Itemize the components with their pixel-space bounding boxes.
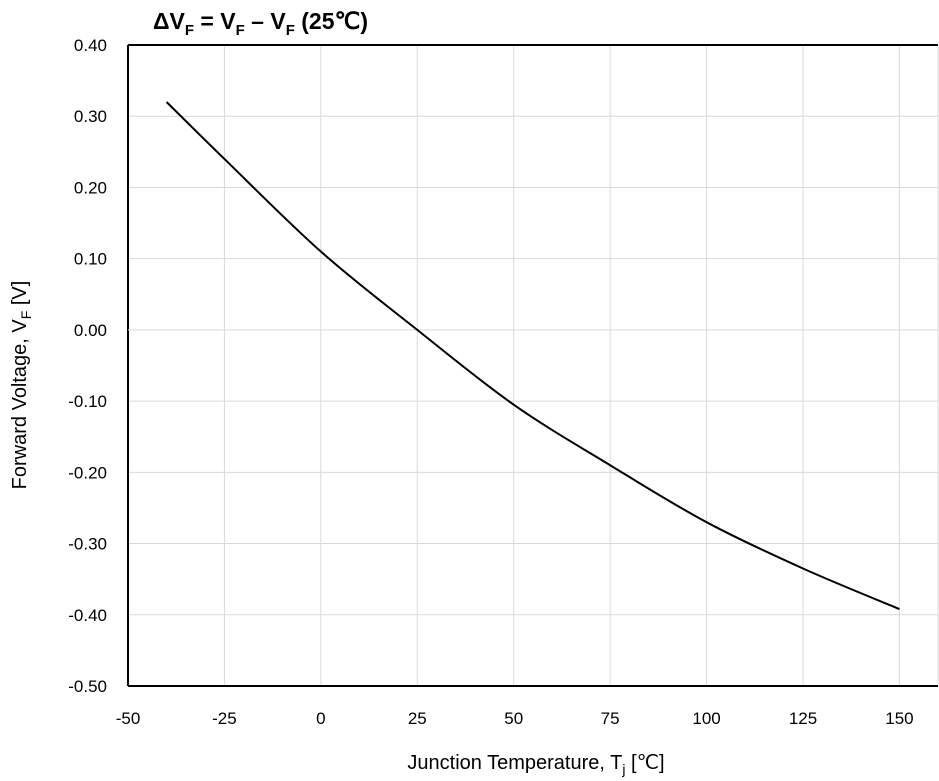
y-tick-label: 0.10 bbox=[74, 250, 107, 269]
x-tick-label: 100 bbox=[692, 709, 720, 728]
x-tick-label: 25 bbox=[408, 709, 427, 728]
grid bbox=[128, 44, 939, 686]
y-tick-label: -0.50 bbox=[68, 677, 107, 696]
tick-labels: -50 -25 0 25 50 75 100 125 150 0.40 0.30 0.20 0.10 0.… bbox=[68, 36, 913, 728]
y-tick-label: -0.20 bbox=[68, 463, 107, 482]
y-tick-label: -0.10 bbox=[68, 392, 107, 411]
y-tick-label: 0.30 bbox=[74, 107, 107, 126]
x-tick-label: 125 bbox=[789, 709, 817, 728]
x-tick-label: 150 bbox=[885, 709, 913, 728]
x-tick-label: 0 bbox=[316, 709, 325, 728]
x-tick-label: 50 bbox=[504, 709, 523, 728]
axes bbox=[127, 44, 938, 687]
x-tick-label: 75 bbox=[601, 709, 620, 728]
x-axis-title: Junction Temperature, Tj [℃] bbox=[407, 752, 664, 777]
series-line bbox=[165, 101, 900, 611]
series-layer bbox=[165, 101, 900, 611]
y-tick-label: 0.20 bbox=[74, 178, 107, 197]
y-tick-label: -0.40 bbox=[68, 606, 107, 625]
chart-title: ΔVF = VF – VF (25℃) bbox=[153, 8, 368, 39]
y-tick-label: 0.00 bbox=[74, 321, 107, 340]
x-tick-label: -25 bbox=[212, 709, 237, 728]
y-tick-label: 0.40 bbox=[74, 36, 107, 55]
y-axis-title: Forward Voltage, VF [V] bbox=[9, 281, 34, 490]
y-tick-label: -0.30 bbox=[68, 535, 107, 554]
x-tick-label: -50 bbox=[116, 709, 141, 728]
